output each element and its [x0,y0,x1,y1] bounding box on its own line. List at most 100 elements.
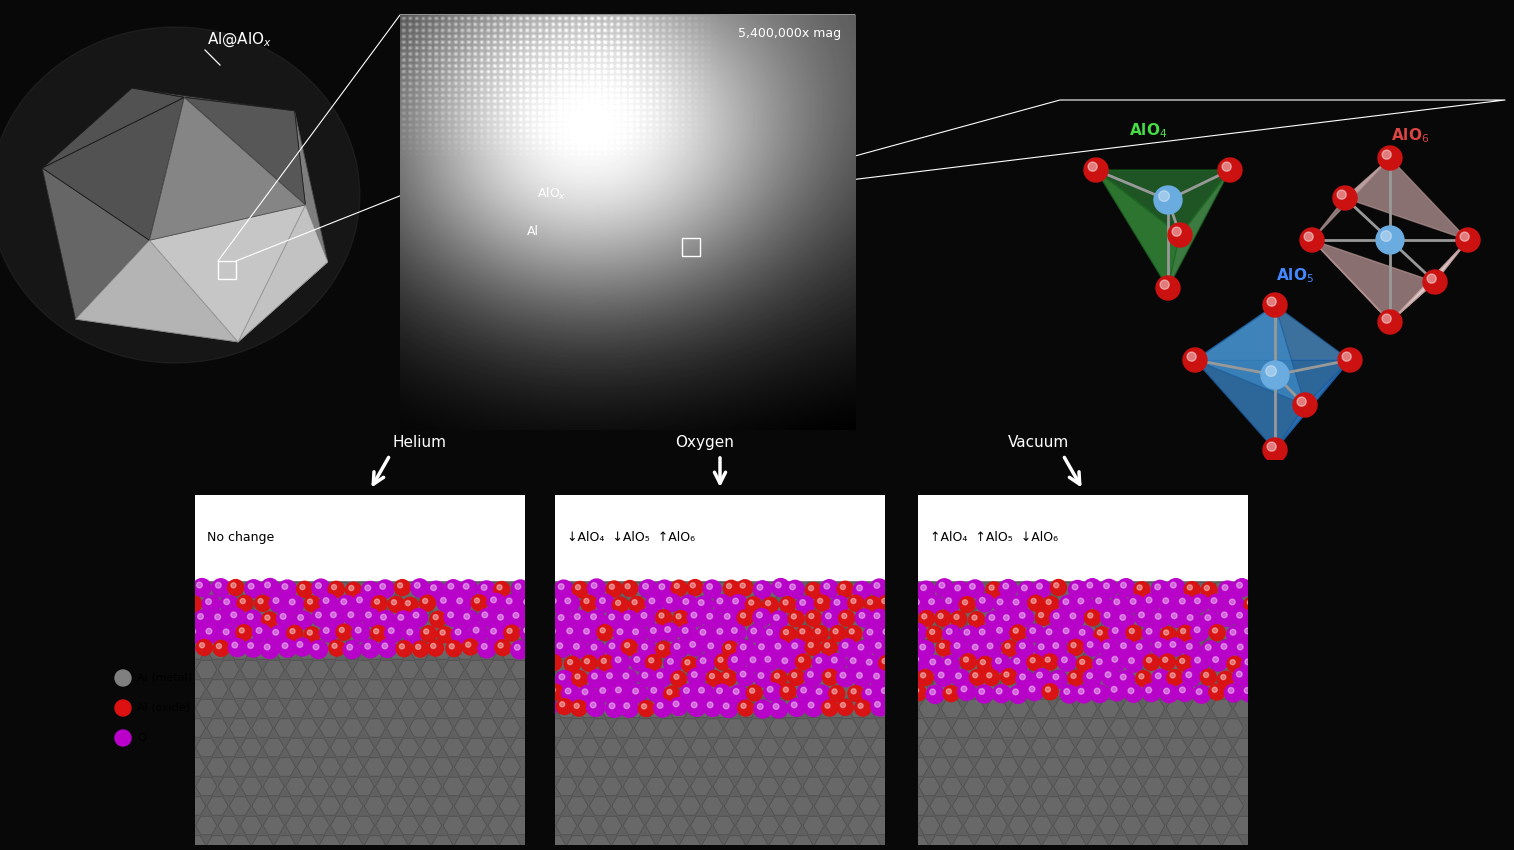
Circle shape [821,639,837,655]
Circle shape [456,629,460,635]
Circle shape [481,643,488,649]
Polygon shape [386,757,409,776]
Circle shape [951,611,967,627]
Circle shape [1069,581,1087,598]
Circle shape [986,611,1004,629]
Polygon shape [919,660,940,679]
Polygon shape [1020,641,1042,660]
Circle shape [665,626,671,632]
Polygon shape [1211,582,1232,601]
Polygon shape [365,719,386,737]
Polygon shape [952,836,974,850]
Circle shape [858,644,864,650]
Circle shape [1104,643,1110,649]
Circle shape [1240,684,1258,702]
Circle shape [1101,580,1117,598]
Polygon shape [353,700,374,717]
Circle shape [547,684,563,700]
Circle shape [704,699,722,717]
Bar [218,261,236,279]
Circle shape [816,629,821,634]
Polygon shape [589,836,610,850]
Polygon shape [930,719,951,737]
Circle shape [1139,674,1145,679]
Polygon shape [1042,719,1064,737]
Polygon shape [963,660,986,679]
Circle shape [371,626,386,642]
Circle shape [341,599,347,604]
Circle shape [807,672,813,677]
Polygon shape [488,582,509,601]
Circle shape [1117,579,1136,597]
Circle shape [945,659,951,665]
Circle shape [245,580,262,598]
Polygon shape [612,796,633,815]
Circle shape [650,598,654,604]
Polygon shape [342,757,363,776]
Circle shape [795,654,812,670]
Circle shape [183,584,188,589]
Polygon shape [330,777,351,796]
Circle shape [559,674,565,680]
Polygon shape [1042,641,1064,660]
Circle shape [969,670,986,685]
Polygon shape [1008,777,1030,796]
Circle shape [329,581,344,598]
Circle shape [961,686,967,692]
Polygon shape [510,700,531,717]
Circle shape [212,579,230,597]
Circle shape [1213,657,1219,662]
Circle shape [868,629,872,635]
Polygon shape [286,816,307,835]
Polygon shape [589,602,610,620]
Circle shape [1201,669,1216,685]
Circle shape [1245,659,1251,665]
Circle shape [537,671,556,688]
Polygon shape [871,660,892,679]
Circle shape [1152,610,1170,628]
Circle shape [1117,671,1134,688]
Polygon shape [1199,757,1220,776]
Polygon shape [218,816,239,835]
Polygon shape [792,796,813,815]
Circle shape [930,689,936,694]
Polygon shape [510,739,531,756]
Polygon shape [713,582,734,601]
Polygon shape [1110,836,1131,850]
Circle shape [908,624,927,642]
Polygon shape [759,660,780,679]
Circle shape [619,670,637,688]
Circle shape [671,671,687,687]
Circle shape [1232,668,1251,686]
Circle shape [1037,583,1042,589]
Polygon shape [207,641,229,660]
Circle shape [1176,683,1195,701]
Polygon shape [759,739,780,756]
Polygon shape [634,719,656,737]
Circle shape [695,596,713,614]
Circle shape [928,598,934,604]
Circle shape [1113,627,1119,633]
Polygon shape [1155,757,1176,776]
Circle shape [539,699,557,717]
Circle shape [220,626,238,643]
Circle shape [197,639,212,655]
Circle shape [230,612,236,618]
Circle shape [1220,675,1226,680]
Circle shape [969,583,975,589]
Circle shape [615,657,621,663]
Circle shape [657,703,663,708]
Circle shape [1033,669,1051,687]
Polygon shape [680,602,701,620]
Polygon shape [578,660,600,679]
Circle shape [1263,293,1287,317]
Polygon shape [769,719,790,737]
Circle shape [849,629,854,634]
Polygon shape [251,641,273,660]
Circle shape [450,643,454,649]
Polygon shape [465,739,488,756]
Circle shape [260,579,279,597]
Polygon shape [185,836,206,850]
Circle shape [1019,674,1025,680]
Circle shape [1089,162,1098,171]
